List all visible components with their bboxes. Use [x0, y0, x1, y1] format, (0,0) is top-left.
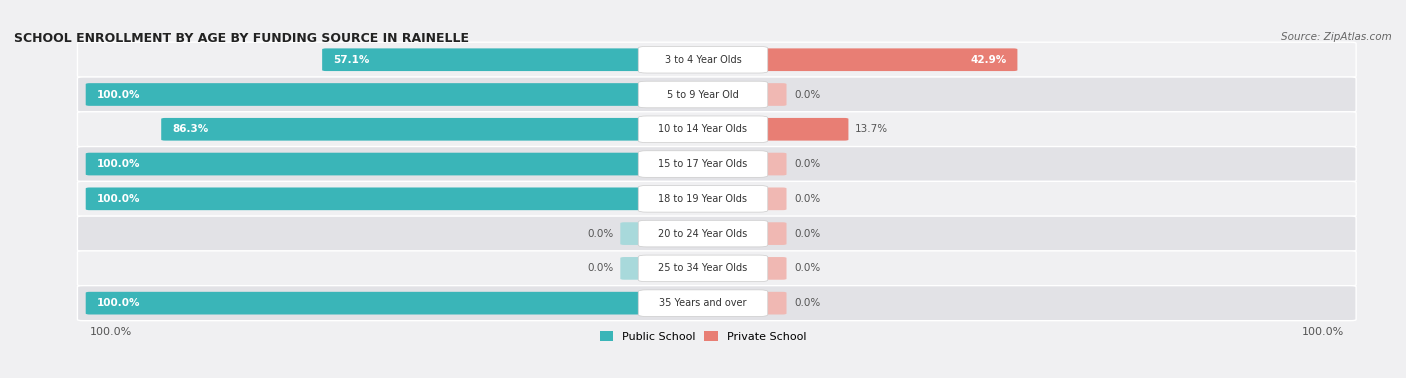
Text: 0.0%: 0.0% — [794, 90, 820, 99]
FancyBboxPatch shape — [86, 187, 645, 210]
FancyBboxPatch shape — [761, 257, 786, 280]
FancyBboxPatch shape — [638, 81, 768, 108]
Text: 57.1%: 57.1% — [333, 55, 370, 65]
FancyBboxPatch shape — [761, 222, 786, 245]
Text: 86.3%: 86.3% — [173, 124, 208, 134]
Text: 35 Years and over: 35 Years and over — [659, 298, 747, 308]
FancyBboxPatch shape — [638, 151, 768, 177]
FancyBboxPatch shape — [638, 186, 768, 212]
Text: 15 to 17 Year Olds: 15 to 17 Year Olds — [658, 159, 748, 169]
FancyBboxPatch shape — [86, 83, 645, 106]
Text: 0.0%: 0.0% — [794, 194, 820, 204]
FancyBboxPatch shape — [761, 48, 1018, 71]
Text: 100.0%: 100.0% — [97, 194, 141, 204]
Text: 0.0%: 0.0% — [588, 229, 613, 239]
Text: 0.0%: 0.0% — [794, 159, 820, 169]
Text: 20 to 24 Year Olds: 20 to 24 Year Olds — [658, 229, 748, 239]
Text: 13.7%: 13.7% — [855, 124, 889, 134]
FancyBboxPatch shape — [620, 222, 645, 245]
Text: SCHOOL ENROLLMENT BY AGE BY FUNDING SOURCE IN RAINELLE: SCHOOL ENROLLMENT BY AGE BY FUNDING SOUR… — [14, 32, 470, 45]
FancyBboxPatch shape — [761, 153, 786, 175]
Text: 42.9%: 42.9% — [970, 55, 1007, 65]
Text: 18 to 19 Year Olds: 18 to 19 Year Olds — [658, 194, 748, 204]
FancyBboxPatch shape — [77, 216, 1357, 251]
FancyBboxPatch shape — [86, 153, 645, 175]
Text: 5 to 9 Year Old: 5 to 9 Year Old — [666, 90, 740, 99]
Text: Source: ZipAtlas.com: Source: ZipAtlas.com — [1281, 32, 1392, 42]
FancyBboxPatch shape — [162, 118, 645, 141]
FancyBboxPatch shape — [620, 257, 645, 280]
FancyBboxPatch shape — [638, 290, 768, 316]
FancyBboxPatch shape — [322, 48, 645, 71]
Text: 10 to 14 Year Olds: 10 to 14 Year Olds — [658, 124, 748, 134]
Legend: Public School, Private School: Public School, Private School — [600, 331, 806, 342]
Text: 0.0%: 0.0% — [588, 263, 613, 273]
FancyBboxPatch shape — [86, 292, 645, 314]
Text: 25 to 34 Year Olds: 25 to 34 Year Olds — [658, 263, 748, 273]
Text: 0.0%: 0.0% — [794, 229, 820, 239]
FancyBboxPatch shape — [77, 251, 1357, 286]
FancyBboxPatch shape — [77, 42, 1357, 77]
Text: 100.0%: 100.0% — [1302, 327, 1344, 336]
FancyBboxPatch shape — [77, 77, 1357, 112]
FancyBboxPatch shape — [77, 112, 1357, 147]
FancyBboxPatch shape — [638, 116, 768, 143]
FancyBboxPatch shape — [761, 118, 848, 141]
FancyBboxPatch shape — [638, 255, 768, 282]
FancyBboxPatch shape — [77, 181, 1357, 216]
FancyBboxPatch shape — [761, 292, 786, 314]
FancyBboxPatch shape — [761, 187, 786, 210]
Text: 100.0%: 100.0% — [97, 298, 141, 308]
FancyBboxPatch shape — [77, 147, 1357, 181]
FancyBboxPatch shape — [638, 46, 768, 73]
Text: 3 to 4 Year Olds: 3 to 4 Year Olds — [665, 55, 741, 65]
Text: 0.0%: 0.0% — [794, 263, 820, 273]
Text: 100.0%: 100.0% — [97, 90, 141, 99]
FancyBboxPatch shape — [761, 83, 786, 106]
Text: 100.0%: 100.0% — [97, 159, 141, 169]
Text: 100.0%: 100.0% — [90, 327, 132, 336]
Text: 0.0%: 0.0% — [794, 298, 820, 308]
FancyBboxPatch shape — [77, 286, 1357, 321]
FancyBboxPatch shape — [638, 220, 768, 247]
